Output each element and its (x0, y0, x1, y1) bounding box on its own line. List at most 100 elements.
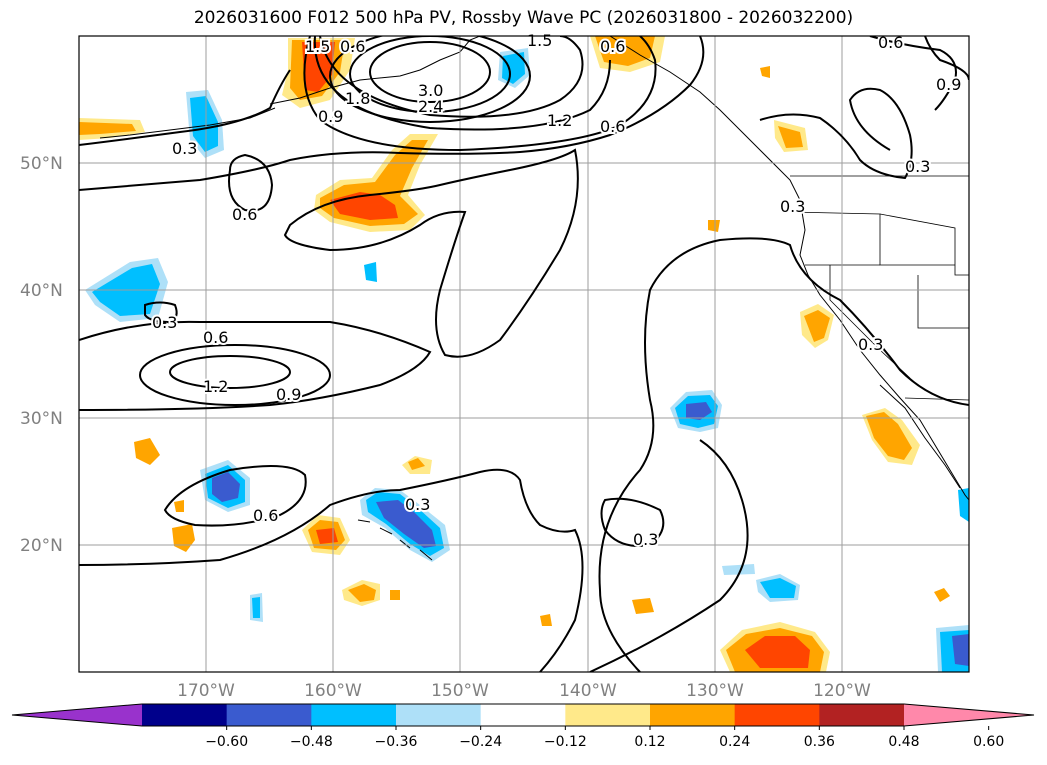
contour-0.6 (228, 153, 274, 212)
colorbar-box (311, 704, 397, 726)
contour-1.5 (319, 36, 584, 118)
pv-contours (79, 36, 969, 672)
lon-axis-labels: 170°W 160°W 150°W 140°W 130°W 120°W (177, 681, 871, 701)
contour-1.2 (313, 36, 611, 131)
contour-label: 0.6 (253, 506, 278, 525)
baja-coast (879, 384, 961, 489)
contour-0.6 (869, 36, 957, 111)
lat-label: 40°N (20, 281, 63, 301)
colorbar-box (819, 704, 905, 726)
positive-anomaly (595, 36, 655, 66)
contour-label: 0.6 (203, 328, 228, 347)
contour-label: 1.5 (305, 37, 330, 56)
contour-0.6 (163, 465, 307, 527)
state-border (879, 213, 969, 276)
contour-label: 3.0 (418, 81, 443, 100)
lon-label: 150°W (431, 681, 489, 701)
contour-label: 0.6 (600, 117, 625, 136)
colorbar-tick-label: 0.60 (973, 734, 1004, 750)
colorbar-tick-label: 0.48 (888, 734, 919, 750)
negative-anomaly (686, 402, 712, 420)
contour-label: 0.9 (936, 75, 961, 94)
gridlines (79, 36, 969, 672)
contour-labels: 1.5 0.6 0.6 3.0 2.4 1.8 0.9 1.2 0.6 0.3 … (150, 29, 963, 551)
positive-anomaly (804, 310, 830, 342)
contour-label: 1.5 (527, 31, 552, 50)
contour-0.3-south (79, 468, 584, 672)
colorbar-box (650, 704, 736, 726)
contour-0.3-trough (283, 148, 579, 358)
negative-anomaly (252, 597, 260, 618)
colorbar: −0.60 −0.48 −0.36 −0.24 −0.12 0.12 0.24 0.36 0.4… (11, 703, 1035, 750)
contour-label: 2.4 (418, 97, 443, 116)
negative-anomaly (502, 52, 525, 84)
contour-label: 0.3 (858, 335, 883, 354)
contour-0.9 (139, 344, 331, 406)
positive-anomaly (778, 126, 803, 148)
lat-label: 20°N (20, 536, 63, 556)
negative-anomaly (952, 634, 969, 666)
contour-0.6 (79, 36, 705, 191)
contour-label: 0.3 (152, 313, 177, 332)
positive-anomaly (745, 636, 810, 668)
figure-title: 2026031600 F012 500 hPa PV, Rossby Wave … (193, 8, 854, 28)
colorbar-box (396, 704, 482, 726)
positive-anomaly (174, 500, 184, 512)
hawaii-islands (357, 519, 433, 561)
lon-label: 160°W (304, 681, 362, 701)
lon-label: 120°W (813, 681, 871, 701)
contour-0.9 (303, 36, 657, 152)
contour-label: 0.6 (878, 33, 903, 52)
lon-label: 130°W (686, 681, 744, 701)
lon-label: 140°W (559, 681, 617, 701)
colorbar-box (480, 704, 566, 726)
positive-anomaly (134, 438, 160, 465)
contour-0.3 (79, 69, 291, 146)
negative-anomaly (376, 500, 436, 548)
contour-0.3 (600, 497, 665, 547)
positive-anomaly (348, 584, 376, 602)
contour-label: 0.6 (232, 205, 257, 224)
contour-label: 0.3 (405, 495, 430, 514)
pv-shading (79, 36, 969, 672)
contour-label: 0.6 (340, 37, 365, 56)
state-border (789, 211, 955, 266)
contour-0.3 (598, 237, 969, 672)
colorbar-extend-high (904, 704, 1034, 726)
colorbar-tick-label: −0.12 (544, 734, 587, 750)
contour-1.8 (329, 36, 531, 123)
colorbar-tick-label: −0.36 (375, 734, 418, 750)
positive-anomaly (760, 66, 770, 78)
lon-label: 170°W (177, 681, 235, 701)
positive-anomaly (934, 588, 950, 602)
colorbar-box (565, 704, 651, 726)
contour-2.4 (349, 36, 511, 113)
negative-anomaly (190, 96, 218, 152)
positive-anomaly (79, 122, 136, 135)
contour-3.0 (369, 41, 491, 103)
state-border (917, 275, 969, 329)
contour-0.3 (759, 87, 913, 180)
negative-anomaly (722, 564, 755, 575)
colorbar-tick-label: −0.60 (205, 734, 248, 750)
colorbar-tick-label: 0.12 (634, 734, 665, 750)
colorbar-box (142, 704, 228, 726)
colorbar-tick-label: 0.24 (719, 734, 750, 750)
positive-anomaly (708, 220, 720, 232)
colorbar-outline (11, 703, 1035, 727)
colorbar-box (226, 704, 312, 726)
contour-label: 1.2 (547, 111, 572, 130)
contour-label: 1.2 (203, 377, 228, 396)
contour-0.3 (144, 301, 178, 324)
positive-anomaly (540, 614, 552, 626)
positive-anomaly (632, 598, 654, 614)
positive-anomaly (866, 412, 912, 460)
lat-label: 30°N (20, 409, 63, 429)
colorbar-extend-low (12, 704, 142, 726)
alaska-panhandle-coast (609, 36, 969, 501)
lat-axis-labels: 50°N 40°N 30°N 20°N (20, 154, 63, 556)
plot-area (79, 36, 969, 672)
negative-anomaly (364, 262, 377, 282)
contour-label: 0.6 (600, 37, 625, 56)
